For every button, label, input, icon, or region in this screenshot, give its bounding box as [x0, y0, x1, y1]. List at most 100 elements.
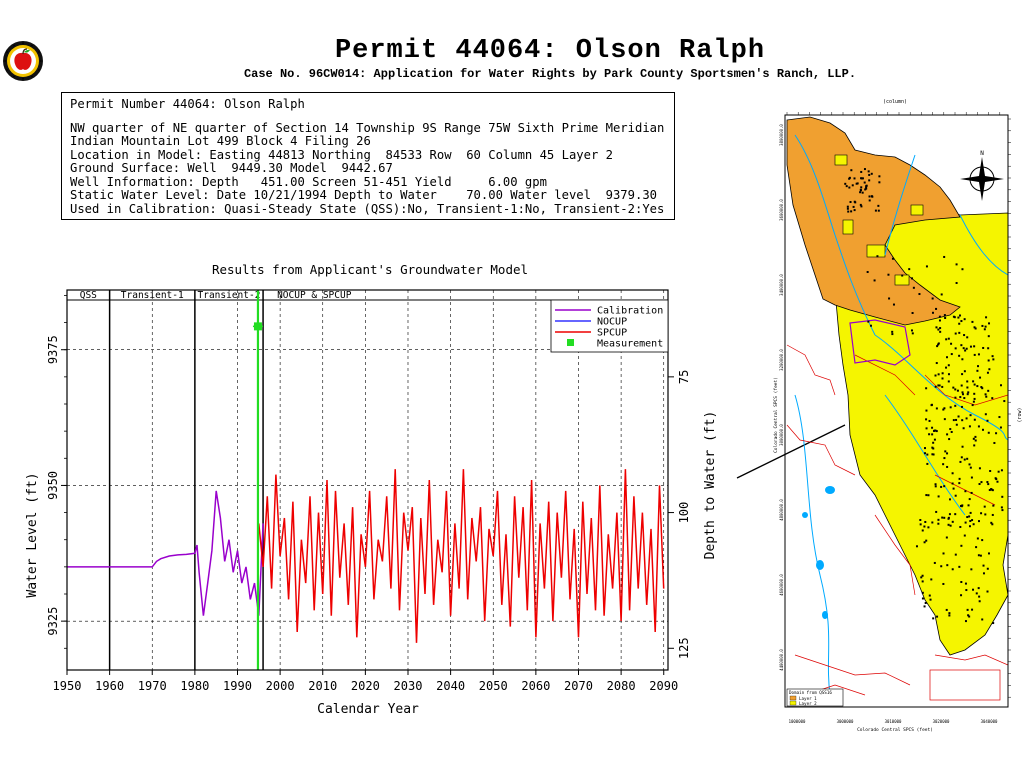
well-marker — [926, 453, 929, 456]
legal-description-line: NW quarter of NE quarter of Section 14 T… — [70, 120, 665, 135]
well-marker — [973, 383, 976, 386]
well-marker — [980, 481, 983, 484]
well-marker — [958, 477, 961, 480]
well-marker — [967, 391, 970, 394]
y-right-tick-label: 100 — [677, 502, 691, 524]
well-marker — [863, 181, 866, 184]
page-subtitle: Case No. 96CW014: Application for Water … — [243, 67, 857, 81]
well-marker — [947, 364, 950, 367]
well-marker — [874, 209, 877, 212]
well-marker — [991, 355, 994, 358]
model-domain-map: N (column) (row) 3800000.0 3600000.0 34000… — [736, 99, 1023, 733]
y-right-tick-label: 75 — [677, 370, 691, 384]
well-marker — [892, 303, 895, 306]
well-marker — [964, 620, 967, 623]
well-marker — [954, 404, 957, 407]
well-marker — [958, 322, 961, 325]
permit-info-box: Permit Number 44064: Olson Ralph NW quar… — [61, 92, 675, 220]
well-marker — [987, 347, 990, 350]
well-marker — [983, 505, 986, 508]
well-marker — [969, 414, 972, 417]
well-marker — [933, 429, 936, 432]
well-marker — [861, 177, 864, 180]
well-marker — [846, 207, 849, 210]
well-marker — [888, 297, 891, 300]
well-marker — [934, 429, 937, 432]
well-marker — [963, 370, 966, 373]
well-marker — [962, 347, 965, 350]
well-marker — [969, 466, 972, 469]
well-marker — [865, 186, 868, 189]
well-marker — [966, 393, 969, 396]
well-marker — [969, 511, 972, 514]
well-marker — [972, 380, 975, 383]
well-marker — [948, 612, 951, 615]
well-marker — [845, 185, 848, 188]
well-marker — [849, 201, 852, 204]
well-marker — [868, 179, 871, 182]
well-marker — [990, 488, 993, 491]
well-marker — [918, 293, 921, 296]
well-marker — [933, 561, 936, 564]
well-marker — [976, 385, 979, 388]
well-marker — [978, 467, 981, 470]
water-level-chart: QSS Transient-1 Transient-2 NOCUP & SPCUP 1… — [25, 289, 718, 717]
calibration-usage-line: Used in Calibration: Quasi-Steady State … — [70, 201, 665, 216]
well-marker — [984, 413, 987, 416]
map-top-tick-labels — [786, 112, 1001, 115]
well-marker — [975, 546, 978, 549]
well-marker — [986, 419, 989, 422]
y-axis-label: Water Level (ft) — [25, 472, 40, 597]
well-marker — [968, 498, 971, 501]
well-marker — [981, 324, 984, 327]
well-marker — [969, 520, 972, 523]
well-marker — [986, 371, 989, 374]
map-left-tick-label: 3200000.0 — [779, 349, 784, 371]
map-left-tick-labels: 3800000.0 3600000.0 3400000.0 3200000.0 3000… — [779, 124, 784, 671]
well-marker — [946, 433, 949, 436]
x-tick-label: 2000 — [266, 679, 295, 693]
well-marker — [988, 368, 991, 371]
well-marker — [943, 255, 946, 258]
well-marker — [961, 445, 964, 448]
well-marker — [950, 353, 953, 356]
x-tick-label: 2090 — [649, 679, 678, 693]
well-marker — [955, 263, 958, 266]
well-marker — [921, 529, 924, 532]
well-marker — [960, 456, 963, 459]
well-marker — [942, 582, 945, 585]
well-marker — [981, 428, 984, 431]
x-tick-label: 2060 — [521, 679, 550, 693]
well-marker — [937, 384, 940, 387]
well-marker — [954, 347, 957, 350]
well-marker — [846, 205, 849, 208]
well-marker — [979, 376, 982, 379]
subdivision-line: Indian Mountain Lot 499 Block 4 Filing 2… — [70, 134, 371, 148]
chart-title: Results from Applicant's Groundwater Mod… — [211, 262, 529, 277]
well-marker — [924, 520, 927, 523]
well-marker — [967, 504, 970, 507]
well-marker — [908, 268, 911, 271]
well-marker — [931, 453, 934, 456]
well-marker — [931, 521, 934, 524]
well-marker — [966, 386, 969, 389]
well-marker — [945, 536, 948, 539]
well-marker — [927, 526, 930, 529]
well-marker — [876, 255, 879, 258]
well-marker — [925, 265, 928, 268]
well-marker — [925, 409, 928, 412]
well-marker — [961, 504, 964, 507]
well-marker — [943, 457, 946, 460]
well-marker — [947, 373, 950, 376]
well-marker — [931, 297, 934, 300]
well-marker — [945, 608, 948, 611]
x-tick-label: 1990 — [223, 679, 252, 693]
well-marker — [943, 418, 946, 421]
well-marker — [984, 513, 987, 516]
period-label: Transient-2 — [198, 290, 261, 301]
well-marker — [949, 524, 952, 527]
well-information-line: Well Information: Depth 451.00 Screen 51… — [70, 174, 547, 189]
well-marker — [989, 469, 992, 472]
well-marker — [861, 191, 864, 194]
well-marker — [980, 386, 983, 389]
